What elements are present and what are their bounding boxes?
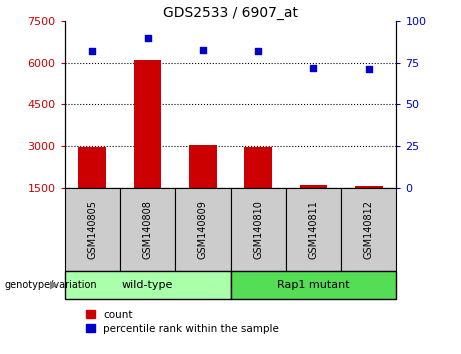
Text: GSM140810: GSM140810 xyxy=(253,200,263,259)
Text: GSM140805: GSM140805 xyxy=(87,200,97,259)
Text: GSM140809: GSM140809 xyxy=(198,200,208,259)
Text: ▶: ▶ xyxy=(50,280,59,290)
Point xyxy=(310,65,317,71)
Bar xyxy=(341,188,396,271)
Point xyxy=(89,48,96,54)
Legend: count, percentile rank within the sample: count, percentile rank within the sample xyxy=(86,310,279,334)
Bar xyxy=(230,271,396,299)
Point xyxy=(199,47,207,52)
Point xyxy=(365,67,372,72)
Point xyxy=(144,35,151,41)
Text: GSM140808: GSM140808 xyxy=(142,200,153,259)
Text: GSM140811: GSM140811 xyxy=(308,200,319,259)
Bar xyxy=(65,188,120,271)
Bar xyxy=(244,147,272,188)
Bar xyxy=(189,145,217,188)
Text: Rap1 mutant: Rap1 mutant xyxy=(277,280,350,290)
Point xyxy=(254,48,262,54)
Text: GSM140812: GSM140812 xyxy=(364,200,374,259)
Bar xyxy=(286,188,341,271)
Bar xyxy=(230,188,286,271)
Bar xyxy=(134,60,161,188)
Bar xyxy=(300,185,327,188)
Bar xyxy=(120,188,175,271)
Text: genotype/variation: genotype/variation xyxy=(5,280,97,290)
Title: GDS2533 / 6907_at: GDS2533 / 6907_at xyxy=(163,6,298,20)
Bar xyxy=(78,147,106,188)
Text: wild-type: wild-type xyxy=(122,280,173,290)
Bar xyxy=(175,188,230,271)
Bar xyxy=(65,271,230,299)
Bar xyxy=(355,186,383,188)
